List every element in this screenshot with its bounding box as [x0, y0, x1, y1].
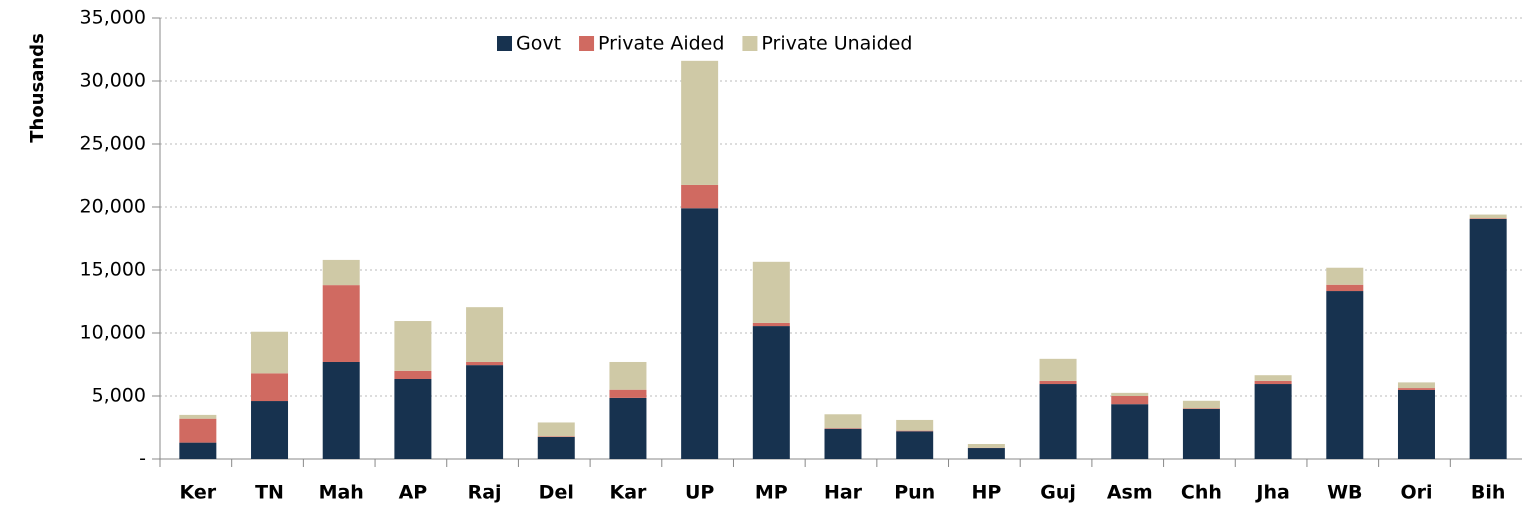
x-tick-label: Guj: [1040, 482, 1076, 504]
bar-segment: [1397, 382, 1435, 389]
bar-segment: [1039, 358, 1077, 381]
bar-segment: [824, 428, 862, 429]
y-tick-label: 20,000: [80, 196, 146, 218]
bar-segment: [1469, 214, 1507, 219]
bar-segment: [179, 442, 217, 459]
x-tick-label: Ori: [1400, 482, 1432, 504]
bar-segment: [896, 419, 934, 431]
bar-segment: [322, 285, 360, 362]
bar-segment: [896, 431, 934, 459]
bar-segment: [537, 436, 575, 437]
legend-label: Govt: [516, 33, 561, 55]
bar-segment: [1111, 392, 1149, 396]
bar-segment: [609, 397, 647, 459]
bar-segment: [967, 444, 1005, 448]
legend-label: Private Unaided: [761, 33, 912, 55]
bar-segment: [1469, 218, 1507, 459]
bar-segment: [1326, 284, 1364, 292]
x-tick-label: Kar: [609, 482, 647, 504]
bar-segment: [251, 401, 289, 459]
x-tick-label: Raj: [468, 482, 502, 504]
bar-segment: [394, 370, 432, 379]
bar-segment: [394, 378, 432, 459]
bar-segment: [537, 436, 575, 459]
y-axis-title: Thousands: [27, 33, 48, 143]
y-tick-label: 25,000: [80, 133, 146, 155]
bar-segment: [394, 321, 432, 371]
x-tick-label: Asm: [1107, 482, 1153, 504]
bar-segment: [466, 361, 504, 366]
y-tick-label: -: [139, 448, 146, 470]
bar-segment: [896, 430, 934, 432]
bar-segment: [1254, 375, 1292, 381]
bar-segment: [251, 373, 289, 402]
bar-segment: [537, 422, 575, 437]
bar-segment: [1039, 380, 1077, 385]
bar-segment: [1182, 400, 1220, 409]
x-tick-label: TN: [255, 482, 284, 504]
x-tick-label: Pun: [894, 482, 935, 504]
x-tick-label: HP: [971, 482, 1001, 504]
x-tick-label: Del: [539, 482, 574, 504]
bar-segment: [322, 259, 360, 286]
bar-segment: [1182, 408, 1220, 409]
bar-segment: [824, 428, 862, 459]
bar-segment: [322, 361, 360, 459]
x-tick-label: Ker: [180, 482, 217, 504]
bar-segment: [466, 365, 504, 459]
bar-segment: [1326, 267, 1364, 285]
x-tick-label: Mah: [319, 482, 364, 504]
bar-segment: [1397, 388, 1435, 390]
x-tick-label: Bih: [1471, 482, 1506, 504]
bar-segment: [681, 208, 719, 459]
x-tick-label: Chh: [1181, 482, 1222, 504]
x-tick-label: AP: [399, 482, 428, 504]
bar-segment: [466, 307, 504, 362]
bar-segment: [251, 331, 289, 374]
bar-segment: [1111, 396, 1149, 405]
legend-swatch: [497, 36, 512, 51]
bar-segment: [179, 418, 217, 443]
bar-segment: [609, 389, 647, 398]
bar-segment: [1326, 291, 1364, 459]
legend-swatch: [742, 36, 758, 51]
y-tick-label: 30,000: [80, 70, 146, 92]
y-tick-label: 35,000: [80, 7, 146, 29]
x-tick-label: Jha: [1254, 482, 1289, 504]
bar-segment: [752, 261, 790, 323]
legend-swatch: [579, 36, 595, 51]
y-tick-label: 5,000: [92, 385, 146, 407]
bar-segment: [1182, 408, 1220, 459]
bar-segment: [1254, 380, 1292, 385]
bar-segment: [967, 448, 1005, 459]
bar-segment: [752, 326, 790, 459]
bar-segment: [1397, 389, 1435, 459]
y-tick-label: 10,000: [80, 322, 146, 344]
legend-label: Private Aided: [598, 33, 724, 55]
y-tick-label: 15,000: [80, 259, 146, 281]
x-tick-label: MP: [755, 482, 788, 504]
bar-segment: [752, 322, 790, 327]
bar-segment: [1039, 384, 1077, 459]
bar-segment: [681, 184, 719, 209]
x-tick-label: Har: [824, 482, 863, 504]
x-tick-label: WB: [1327, 482, 1362, 504]
bar-segment: [1111, 404, 1149, 459]
bar-segment: [179, 414, 217, 419]
bar-segment: [1469, 218, 1507, 219]
bar-segment: [824, 414, 862, 429]
bar-segment: [1254, 384, 1292, 459]
bar-segment: [609, 361, 647, 390]
bar-segment: [681, 60, 719, 185]
x-tick-label: UP: [685, 482, 714, 504]
